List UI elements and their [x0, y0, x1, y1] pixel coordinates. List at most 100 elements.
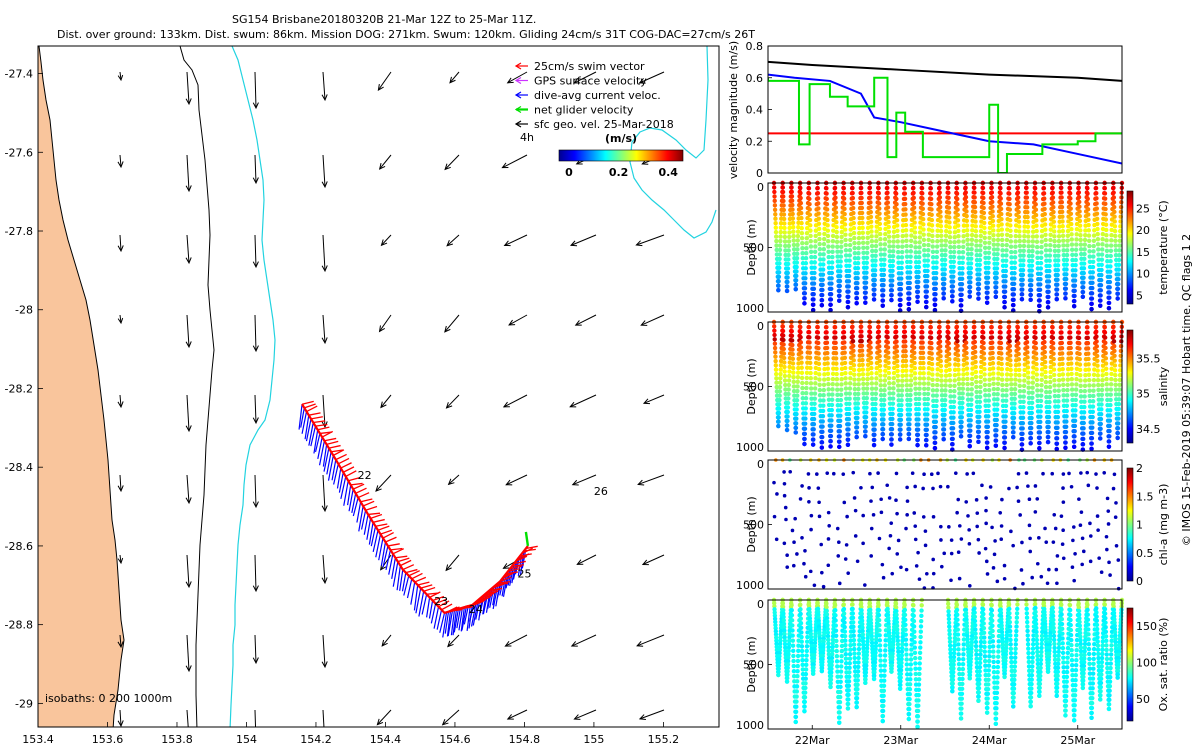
- profile-sample: [859, 195, 864, 201]
- sfc-velocity-arrow-head: [447, 478, 455, 486]
- sfc-velocity-arrow: [444, 314, 460, 333]
- sfc-velocity-arrow: [379, 154, 392, 170]
- profile-sample: [787, 364, 792, 370]
- profile-sample: [782, 541, 787, 546]
- profile-sample: [791, 233, 796, 239]
- profile-sample: [772, 345, 778, 351]
- profile-sample: [978, 238, 983, 243]
- profile-sample: [994, 407, 1000, 412]
- profile-sample: [894, 349, 900, 354]
- profile-sample: [781, 207, 786, 213]
- profile-sample: [985, 280, 991, 285]
- profile-sample: [922, 248, 927, 253]
- profile-sample: [863, 295, 868, 300]
- profile-sample: [929, 223, 935, 228]
- profile-sample: [934, 254, 939, 260]
- profile-sample: [982, 240, 988, 246]
- profile-sample: [787, 221, 792, 226]
- profile-sample: [972, 324, 977, 330]
- profile-sample: [925, 391, 931, 397]
- profile-sample: [913, 391, 918, 397]
- profile-sample: [876, 339, 882, 344]
- profile-sample: [921, 242, 927, 248]
- dac-vector: [343, 480, 349, 506]
- profile-sample: [1077, 362, 1083, 367]
- profile-sample: [847, 242, 853, 248]
- profile-sample: [951, 420, 956, 426]
- profile-sample: [965, 232, 970, 238]
- profile-sample: [1112, 209, 1117, 215]
- profile-sample: [817, 514, 822, 519]
- profile-sample: [852, 391, 858, 397]
- profile-sample: [1012, 255, 1018, 260]
- profile-sample: [869, 386, 875, 391]
- profile-sample: [1069, 387, 1075, 392]
- profile-sample: [1090, 264, 1096, 270]
- profile-sample: [922, 396, 927, 402]
- profile-sample: [941, 291, 947, 296]
- profile-sample: [830, 392, 835, 397]
- profile-sample: [833, 195, 838, 200]
- profile-sample: [810, 442, 816, 447]
- profile-sample: [868, 195, 873, 200]
- profile-sample: [916, 396, 922, 402]
- profile-sample: [830, 381, 835, 387]
- profile-sample: [773, 632, 779, 637]
- profile-sample: [833, 356, 839, 361]
- profile-sample: [842, 360, 848, 366]
- profile-sample: [913, 255, 919, 260]
- profile-sample: [798, 602, 803, 607]
- profile-sample: [1013, 382, 1018, 387]
- profile-sample: [1077, 351, 1082, 357]
- profile-sample: [790, 202, 795, 208]
- profile-sample: [1035, 393, 1040, 398]
- profile-sample: [917, 381, 922, 386]
- profile-sample: [878, 257, 884, 262]
- profile-sample: [882, 388, 887, 393]
- profile-sample: [891, 365, 897, 371]
- profile-sample: [938, 224, 944, 229]
- profile-sample: [1099, 267, 1104, 273]
- profile-sample: [1024, 195, 1030, 200]
- profile-sample: [1009, 529, 1013, 534]
- sfc-velocity-arrow-head: [117, 161, 124, 169]
- profile-sample: [1078, 388, 1084, 394]
- profile-sample: [1065, 243, 1070, 248]
- section-colorbar-tick-label: 0.5: [1136, 547, 1154, 560]
- profile-sample: [969, 381, 975, 387]
- profile-sample: [1086, 367, 1092, 372]
- dac-vector: [360, 510, 367, 530]
- profile-sample: [904, 567, 909, 572]
- profile-sample: [966, 514, 970, 518]
- profile-sample: [1015, 335, 1021, 341]
- sfc-velocity-arrow: [322, 709, 325, 727]
- profile-sample: [838, 269, 843, 274]
- profile-sample: [1076, 195, 1082, 200]
- profile-sample: [969, 387, 974, 392]
- profile-sample: [863, 419, 869, 425]
- profile-sample: [1091, 388, 1096, 393]
- profile-sample: [1025, 229, 1031, 234]
- profile-sample: [917, 240, 922, 245]
- profile-sample: [1048, 227, 1053, 232]
- profile-sample: [873, 258, 878, 263]
- dac-vector: [305, 418, 312, 442]
- sfc-velocity-arrow-head: [569, 401, 577, 408]
- profile-sample: [1116, 416, 1121, 421]
- profile-sample: [1077, 218, 1083, 224]
- profile-sample: [854, 301, 859, 306]
- profile-sample: [913, 381, 918, 386]
- profile-sample: [896, 393, 901, 398]
- profile-sample: [777, 650, 782, 656]
- profile-sample: [933, 286, 938, 292]
- profile-sample: [1026, 248, 1032, 254]
- profile-sample: [1100, 382, 1105, 388]
- profile-sample: [795, 552, 799, 556]
- profile-sample: [989, 324, 994, 330]
- profile-sample: [1069, 366, 1074, 371]
- profile-sample: [943, 368, 949, 374]
- profile-sample: [856, 382, 861, 387]
- profile-sample: [968, 275, 973, 280]
- profile-sample: [905, 513, 909, 517]
